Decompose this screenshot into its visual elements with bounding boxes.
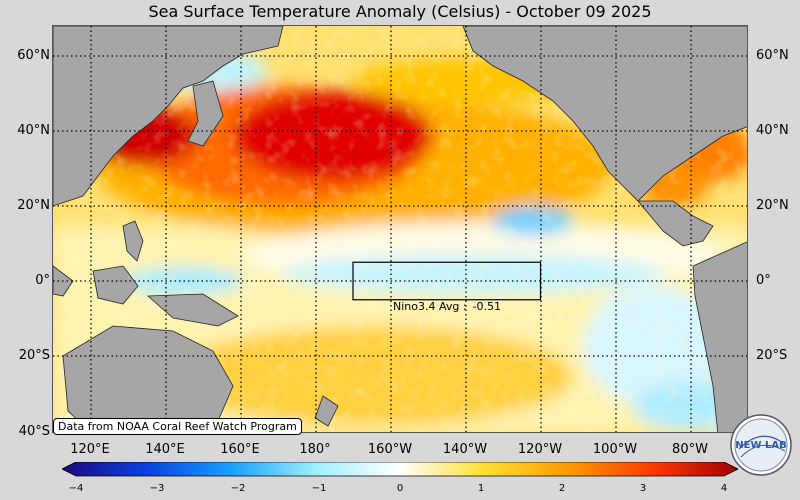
- colorbar-tick-label: 1: [477, 483, 485, 494]
- nino34-annotation: Nino3.4 Avg : -0.51: [393, 300, 501, 313]
- data-source-note: Data from NOAA Coral Reef Watch Program: [53, 418, 302, 435]
- lat-label-eq-right: 0°: [756, 273, 771, 288]
- colorbar-tick-label: −4: [68, 483, 84, 494]
- lat-label-40s-left: 40°S: [18, 424, 50, 439]
- lat-label-20n-left: 20°N: [17, 198, 50, 213]
- sst-anomaly-map: [52, 25, 748, 433]
- japan-islands: [187, 80, 224, 147]
- lon-label-80w: 80°W: [672, 442, 708, 457]
- new-zealand-island: [314, 395, 339, 427]
- lon-label-180: 180°: [299, 442, 331, 457]
- colorbar-tick-label: 2: [558, 483, 566, 494]
- lat-label-40n-left: 40°N: [17, 123, 50, 138]
- lon-label-140w: 140°W: [442, 442, 488, 457]
- nino34-region-box: [352, 261, 542, 301]
- colorbar-tick-label: 4: [720, 483, 728, 494]
- central-america-landmass: [637, 200, 714, 247]
- new-guinea-island: [146, 293, 239, 327]
- lon-label-140e: 140°E: [145, 442, 185, 457]
- logo-text: NEW LAB: [735, 440, 786, 451]
- lon-label-160w: 160°W: [367, 442, 413, 457]
- lat-label-60n-right: 60°N: [756, 48, 789, 63]
- nino34-label: Nino3.4 Avg :: [393, 300, 467, 313]
- lon-label-100w: 100°W: [592, 442, 638, 457]
- lon-label-120e: 120°E: [70, 442, 110, 457]
- lon-label-160e: 160°E: [220, 442, 260, 457]
- lat-label-20s-left: 20°S: [18, 348, 50, 363]
- colorbar: [62, 462, 738, 477]
- south-america-landmass: [692, 241, 747, 432]
- lon-label-120w: 120°W: [517, 442, 563, 457]
- colorbar-tick-label: 3: [639, 483, 647, 494]
- asia-landmass: [53, 26, 284, 207]
- lat-label-20n-right: 20°N: [756, 198, 789, 213]
- land-masses: [53, 26, 747, 432]
- colorbar-tick-label: −2: [230, 483, 246, 494]
- lat-label-eq-left: 0°: [35, 273, 50, 288]
- philippines-islands: [122, 220, 144, 262]
- north-america-landmass: [462, 26, 747, 202]
- colorbar-tick-label: −3: [149, 483, 165, 494]
- lat-label-60n-left: 60°N: [17, 48, 50, 63]
- newlab-logo: NEW LAB: [730, 414, 792, 476]
- borneo-island: [92, 265, 139, 305]
- lat-label-40n-right: 40°N: [756, 123, 789, 138]
- colorbar-tick-label: 0: [396, 483, 404, 494]
- map-canvas: [53, 26, 747, 432]
- colorbar-tick-label: −1: [311, 483, 327, 494]
- map-title: Sea Surface Temperature Anomaly (Celsius…: [148, 2, 652, 21]
- colorbar-gradient: [62, 462, 738, 477]
- nino34-value: -0.51: [472, 300, 502, 313]
- graticule: [53, 26, 747, 432]
- lat-label-20s-right: 20°S: [756, 348, 788, 363]
